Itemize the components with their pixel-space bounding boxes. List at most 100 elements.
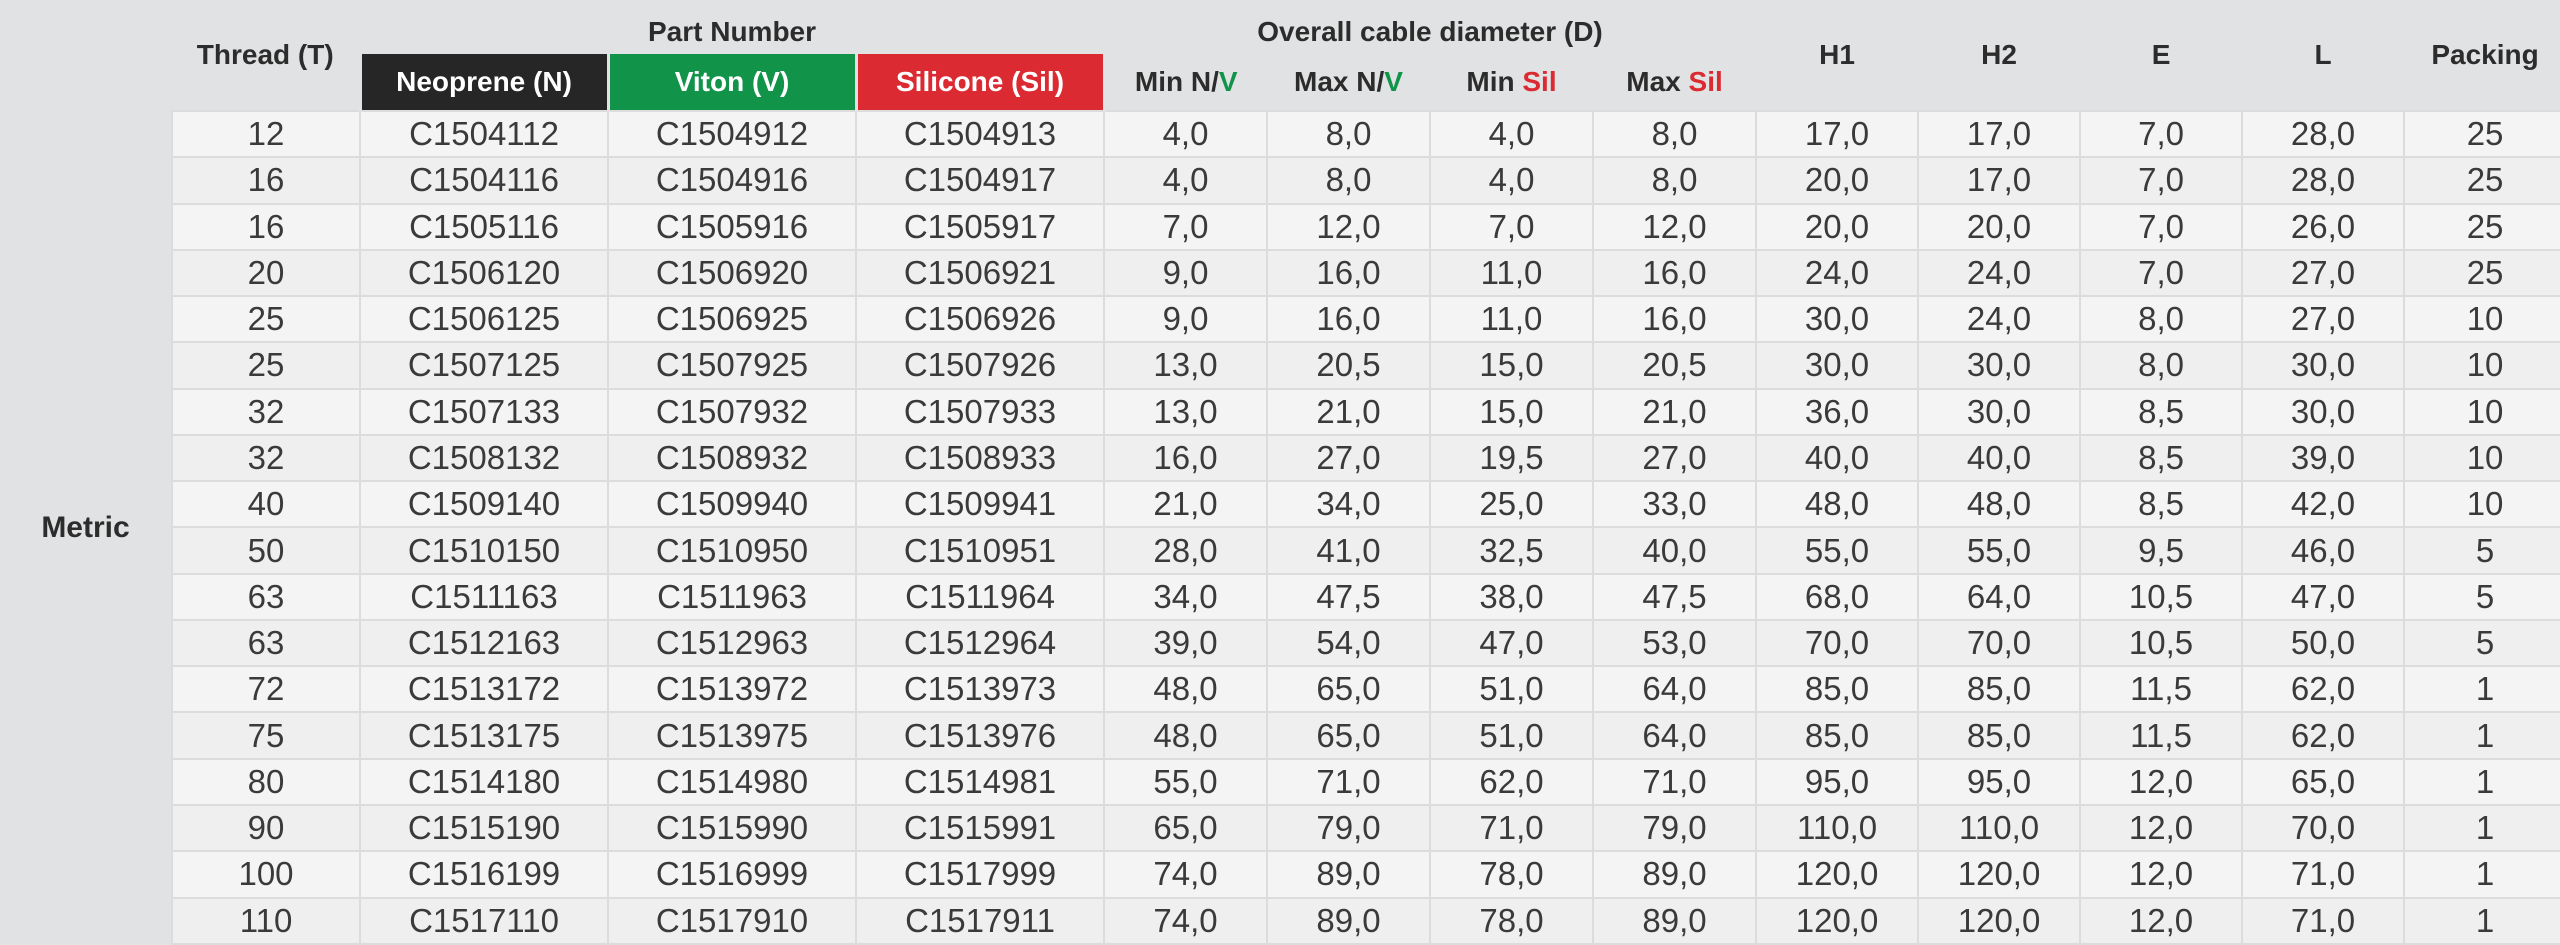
cell-h1: 110,0 <box>1755 803 1920 853</box>
cell-max-nv: 54,0 <box>1266 618 1431 668</box>
cell-part-viton: C1507925 <box>607 341 857 390</box>
cell-l: 50,0 <box>2241 618 2406 668</box>
table-row: 90 C1515190 C1515990 C1515991 65,0 79,0 71,0 79… <box>0 803 2560 853</box>
cell-e: 12,0 <box>2079 757 2244 806</box>
cell-part-neoprene: C1510150 <box>359 526 609 575</box>
cell-e: 7,0 <box>2079 156 2244 205</box>
cell-min-sil: 11,0 <box>1429 248 1594 298</box>
cell-part-neoprene: C1508132 <box>359 433 609 483</box>
col-header-neoprene: Neoprene (N) <box>358 54 610 111</box>
cell-packing: 1 <box>2403 803 2560 853</box>
cell-part-silicone: C1507933 <box>855 387 1105 436</box>
cell-h2: 30,0 <box>1917 387 2082 436</box>
cell-h1: 20,0 <box>1755 156 1920 205</box>
cell-part-viton: C1513975 <box>607 711 857 760</box>
cell-h1: 85,0 <box>1755 711 1920 760</box>
cell-e: 11,5 <box>2079 665 2244 714</box>
cell-part-neoprene: C1504116 <box>359 156 609 205</box>
cell-part-silicone: C1506926 <box>855 295 1105 344</box>
cell-h2: 70,0 <box>1917 618 2082 668</box>
cell-h2: 85,0 <box>1917 711 2082 760</box>
cell-packing: 10 <box>2403 341 2560 390</box>
cell-part-viton: C1506920 <box>607 248 857 298</box>
cell-thread: 12 <box>171 109 361 159</box>
cell-part-viton: C1508932 <box>607 433 857 483</box>
cell-part-silicone: C1508933 <box>855 433 1105 483</box>
cell-packing: 10 <box>2403 433 2560 483</box>
cell-part-neoprene: C1516199 <box>359 850 609 899</box>
cell-h2: 30,0 <box>1917 341 2082 390</box>
cell-min-sil: 62,0 <box>1429 757 1594 806</box>
col-header-thread: Thread (T) <box>172 0 360 111</box>
cell-e: 8,0 <box>2079 341 2244 390</box>
cell-part-silicone: C1514981 <box>855 757 1105 806</box>
cell-part-viton: C1504912 <box>607 109 857 159</box>
cell-part-neoprene: C1511163 <box>359 572 609 621</box>
min-nv-prefix: Min N/ <box>1134 66 1219 97</box>
cell-l: 70,0 <box>2241 803 2406 853</box>
table-row: 63 C1512163 C1512963 C1512964 39,0 54,0 47,0 53… <box>0 618 2560 668</box>
col-header-silicone: Silicone (Sil) <box>854 54 1106 111</box>
cell-min-sil: 51,0 <box>1429 665 1594 714</box>
cell-max-nv: 89,0 <box>1266 850 1431 899</box>
cell-min-sil: 15,0 <box>1429 387 1594 436</box>
cell-h2: 120,0 <box>1917 896 2082 945</box>
cell-l: 47,0 <box>2241 572 2406 621</box>
cell-max-sil: 53,0 <box>1591 618 1758 668</box>
cell-e: 7,0 <box>2079 248 2244 298</box>
cell-packing: 1 <box>2403 711 2560 760</box>
cell-min-nv: 13,0 <box>1103 341 1268 390</box>
cell-min-sil: 7,0 <box>1429 202 1594 251</box>
cell-part-viton: C1513972 <box>607 665 857 714</box>
cell-min-sil: 78,0 <box>1429 850 1594 899</box>
cell-e: 10,5 <box>2079 618 2244 668</box>
cell-min-nv: 74,0 <box>1103 896 1268 945</box>
cell-min-nv: 7,0 <box>1103 202 1268 251</box>
cell-packing: 1 <box>2403 665 2560 714</box>
cell-h1: 40,0 <box>1755 433 1920 483</box>
cell-e: 7,0 <box>2079 109 2244 159</box>
cell-part-neoprene: C1506120 <box>359 248 609 298</box>
table-row: 25 C1506125 C1506925 C1506926 9,0 16,0 11,0 16,… <box>0 295 2560 344</box>
col-header-h1: H1 <box>1756 0 1919 111</box>
cell-thread: 20 <box>171 248 361 298</box>
cell-part-silicone: C1505917 <box>855 202 1105 251</box>
cell-part-silicone: C1517999 <box>855 850 1105 899</box>
cell-thread: 72 <box>171 665 361 714</box>
cell-max-nv: 21,0 <box>1266 387 1431 436</box>
cell-part-viton: C1506925 <box>607 295 857 344</box>
min-sil-prefix: Min <box>1466 66 1523 97</box>
cell-packing: 25 <box>2403 156 2560 205</box>
cell-part-viton: C1512963 <box>607 618 857 668</box>
cell-min-nv: 48,0 <box>1103 665 1268 714</box>
cell-l: 39,0 <box>2241 433 2406 483</box>
cell-max-nv: 65,0 <box>1266 665 1431 714</box>
table-row: 25 C1507125 C1507925 C1507926 13,0 20,5 15,0 20… <box>0 341 2560 390</box>
max-sil-suffix: Sil <box>1688 66 1723 97</box>
cell-max-nv: 8,0 <box>1266 109 1431 159</box>
cell-e: 8,5 <box>2079 433 2244 483</box>
cell-part-neoprene: C1513172 <box>359 665 609 714</box>
cell-part-viton: C1505916 <box>607 202 857 251</box>
table-row: 32 C1507133 C1507932 C1507933 13,0 21,0 15,0 21… <box>0 387 2560 436</box>
cell-e: 8,5 <box>2079 480 2244 529</box>
cell-max-sil: 89,0 <box>1591 850 1758 899</box>
cell-min-sil: 47,0 <box>1429 618 1594 668</box>
cell-part-silicone: C1509941 <box>855 480 1105 529</box>
cell-part-viton: C1507932 <box>607 387 857 436</box>
cell-part-silicone: C1513976 <box>855 711 1105 760</box>
col-header-max-nv: Max N/V <box>1267 54 1430 111</box>
max-nv-suffix: V <box>1384 66 1403 97</box>
cell-max-nv: 16,0 <box>1266 295 1431 344</box>
cell-thread: 25 <box>171 341 361 390</box>
cell-max-nv: 89,0 <box>1266 896 1431 945</box>
cell-max-nv: 34,0 <box>1266 480 1431 529</box>
cell-max-sil: 40,0 <box>1591 526 1758 575</box>
col-header-max-sil: Max Sil <box>1593 54 1757 111</box>
cell-max-sil: 64,0 <box>1591 711 1758 760</box>
cell-l: 30,0 <box>2241 341 2406 390</box>
cell-min-sil: 15,0 <box>1429 341 1594 390</box>
cell-h1: 24,0 <box>1755 248 1920 298</box>
col-header-l: L <box>2242 0 2405 111</box>
